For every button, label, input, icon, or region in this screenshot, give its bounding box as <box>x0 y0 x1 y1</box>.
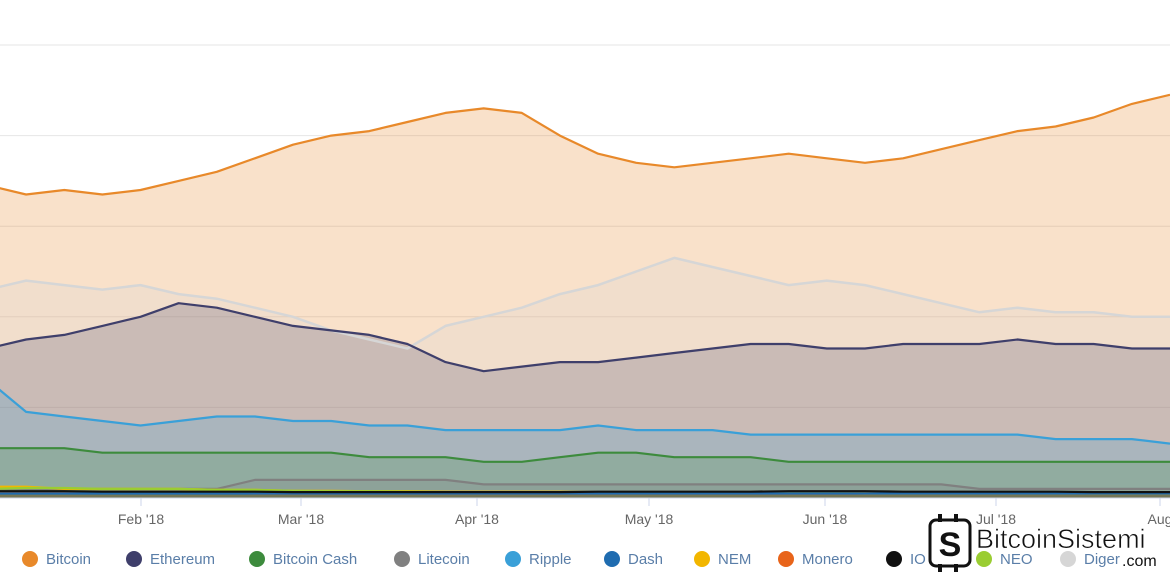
legend-dot-neo <box>976 551 992 567</box>
watermark-brand-text: BitcoinSistemi <box>976 524 1146 554</box>
series-area-bitcoin-cash <box>0 448 1170 498</box>
watermark-logo: S BitcoinSistemi .com <box>928 514 1157 572</box>
legend-dot-nem <box>694 551 710 567</box>
legend-dot-ripple <box>505 551 521 567</box>
legend-dot-bitcoin-cash <box>249 551 265 567</box>
x-tick-label-feb-18: Feb '18 <box>118 511 164 527</box>
legend-dot-ethereum <box>126 551 142 567</box>
bitcoinsistemi-watermark: S BitcoinSistemi .com <box>926 512 1170 574</box>
legend-dot-other <box>1060 551 1076 567</box>
legend-item-bitcoin-cash[interactable]: Bitcoin Cash <box>249 548 357 570</box>
series-area-ethereum <box>0 303 1170 498</box>
x-tick-label-may-18: May '18 <box>625 511 674 527</box>
legend-dot-monero <box>778 551 794 567</box>
chart-legend: Bitcoin Ethereum Bitcoin Cash Litecoin R… <box>0 544 1170 574</box>
series-area-bitcoin <box>0 94 1170 498</box>
x-tick-label-apr-18: Apr '18 <box>455 511 499 527</box>
series-area-ripple <box>0 390 1170 498</box>
series-line-iota <box>0 490 1170 494</box>
legend-label-iota: IO <box>910 550 926 568</box>
legend-label-ethereum: Ethereum <box>150 550 216 568</box>
series-area-dash <box>0 493 1170 498</box>
series-line-di-er <box>0 256 1170 350</box>
legend-label-monero: Monero <box>802 550 853 568</box>
legend-label-dash: Dash <box>628 550 664 568</box>
x-tick-label-jun-18: Jun '18 <box>803 511 848 527</box>
x-tick-label-aug: Aug <box>1148 511 1170 527</box>
x-tick-label-mar-18: Mar '18 <box>278 511 324 527</box>
legend-label-other: Diger <box>1084 550 1120 568</box>
legend-item-monero[interactable]: Monero <box>778 548 853 570</box>
legend-item-iota[interactable]: IO <box>886 548 926 570</box>
legend-label-neo: NEO <box>1000 550 1033 568</box>
legend-dot-bitcoin <box>22 551 38 567</box>
watermark-logo-letter: S <box>939 526 962 564</box>
watermark-coin-icon: S <box>928 514 972 572</box>
legend-item-ripple[interactable]: Ripple <box>505 548 572 570</box>
series-line-bitcoin <box>0 93 1170 196</box>
legend-label-bitcoin: Bitcoin <box>46 550 92 568</box>
legend-dot-dash <box>604 551 620 567</box>
x-tick-label-jul-18: Jul '18 <box>976 511 1016 527</box>
legend-dot-iota <box>886 551 902 567</box>
legend-item-nem[interactable]: NEM <box>694 548 751 570</box>
legend-item-dash[interactable]: Dash <box>604 548 663 570</box>
legend-label-nem: NEM <box>718 550 752 568</box>
legend-item-neo[interactable]: NEO <box>976 548 1033 570</box>
legend-item-other[interactable]: Diger <box>1060 548 1120 570</box>
legend-label-ripple: Ripple <box>529 550 572 568</box>
series-line-ethereum <box>0 302 1170 373</box>
watermark-suffix-text: .com <box>1122 553 1157 570</box>
legend-dot-litecoin <box>394 551 410 567</box>
series-line-ripple <box>0 388 1170 445</box>
legend-item-bitcoin[interactable]: Bitcoin <box>22 548 91 570</box>
legend-label-bitcoin-cash: Bitcoin Cash <box>273 550 358 568</box>
legend-label-litecoin: Litecoin <box>418 550 470 568</box>
legend-item-ethereum[interactable]: Ethereum <box>126 548 215 570</box>
legend-item-litecoin[interactable]: Litecoin <box>394 548 470 570</box>
series-line-bitcoin-cash <box>0 447 1170 463</box>
